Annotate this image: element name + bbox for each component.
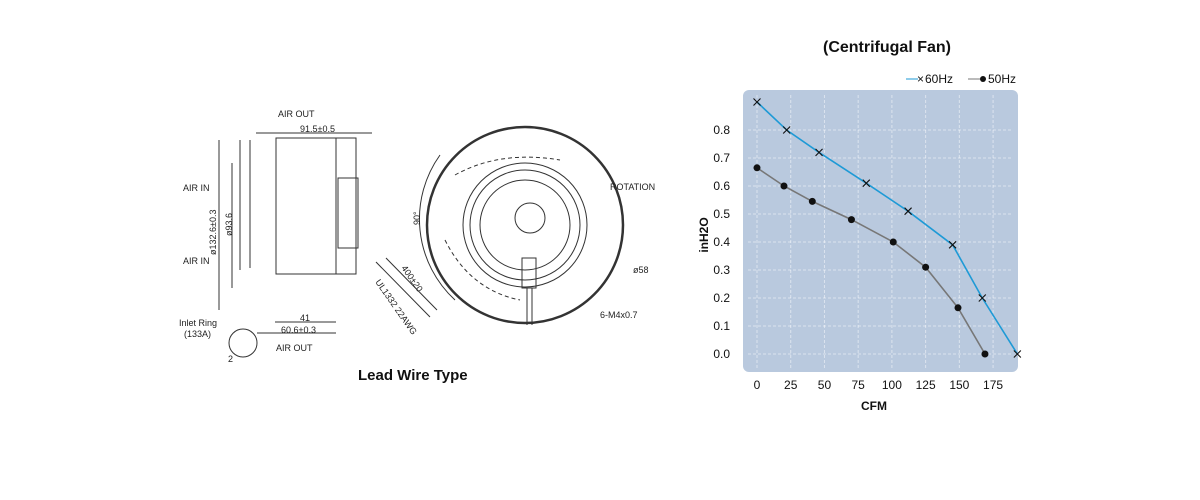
x-tick-label: 0 <box>754 378 761 392</box>
data-point-50Hz <box>954 304 962 312</box>
rotation-label: ROTATION <box>610 182 655 192</box>
data-point-60Hz <box>1013 350 1022 358</box>
data-point-60Hz <box>978 294 987 302</box>
data-point-50Hz <box>922 263 930 271</box>
width-dimension: 91.5±0.5 <box>300 124 335 134</box>
y-tick-label: 0.5 <box>713 207 730 221</box>
y-tick-label: 0.0 <box>713 347 730 361</box>
depth-60-dimension: 60.6±0.3 <box>281 325 316 335</box>
inlet-ring-label: Inlet Ring <box>179 318 217 328</box>
air-in-label-2: AIR IN <box>183 256 210 266</box>
x-tick-label: 25 <box>784 378 798 392</box>
air-out-bottom-label: AIR OUT <box>276 343 313 353</box>
x-tick-label: 50 <box>818 378 832 392</box>
data-point-60Hz <box>862 179 871 188</box>
fan-front-view-drawing <box>418 125 625 325</box>
inner-diameter-dimension: ø93.6 <box>224 213 234 236</box>
y-tick-label: 0.6 <box>713 179 730 193</box>
hub-diameter-dimension: ø58 <box>633 265 649 275</box>
data-point-60Hz <box>815 148 823 157</box>
legend: × 60Hz 50Hz <box>906 72 1016 86</box>
y-ticks: 0.0 0.1 0.2 0.3 0.4 0.5 0.6 0.7 0.8 <box>713 123 730 361</box>
depth-41-dimension: 41 <box>300 313 310 323</box>
data-point-50Hz <box>808 197 816 205</box>
data-point-50Hz <box>753 164 761 172</box>
legend-50hz-marker <box>980 76 986 82</box>
data-point-60Hz <box>782 126 791 134</box>
y-axis-label: inH2O <box>697 217 711 252</box>
x-tick-label: 175 <box>983 378 1003 392</box>
outer-diameter-dimension: ø132.6±0.3 <box>208 210 218 255</box>
grid <box>748 95 1013 368</box>
plot-area <box>743 90 1018 372</box>
y-tick-label: 0.8 <box>713 123 730 137</box>
y-tick-label: 0.3 <box>713 263 730 277</box>
data-point-50Hz <box>889 238 897 246</box>
data-point-60Hz <box>753 98 761 106</box>
legend-50hz-label: 50Hz <box>988 72 1016 86</box>
x-tick-label: 100 <box>882 378 902 392</box>
screws-label: 6-M4x0.7 <box>600 310 638 320</box>
y-tick-label: 0.1 <box>713 319 730 333</box>
air-in-label-1: AIR IN <box>183 183 210 193</box>
x-tick-label: 150 <box>949 378 969 392</box>
y-tick-label: 0.7 <box>713 151 730 165</box>
data-point-50Hz <box>780 182 788 190</box>
x-axis-label: CFM <box>861 399 887 413</box>
fan-side-view-drawing <box>218 132 438 358</box>
x-tick-label: 75 <box>851 378 865 392</box>
angle-dimension: 90° <box>412 211 422 225</box>
x-tick-label: 125 <box>916 378 936 392</box>
data-point-60Hz <box>904 207 912 216</box>
inlet-ring-code: (133A) <box>184 329 211 339</box>
y-tick-label: 0.2 <box>713 291 730 305</box>
y-tick-label: 0.4 <box>713 235 730 249</box>
data-point-60Hz <box>948 240 957 249</box>
x-ticks: 0 25 50 75 100 125 150 175 <box>754 378 1004 392</box>
air-out-top-label: AIR OUT <box>278 109 315 119</box>
data-point-50Hz <box>981 350 989 358</box>
legend-60hz-label: 60Hz <box>925 72 953 86</box>
data-point-50Hz <box>847 216 855 224</box>
series-line-50Hz <box>756 167 986 355</box>
series-line-60Hz <box>756 101 1019 355</box>
drawing-caption: Lead Wire Type <box>358 367 468 384</box>
detail-2-dimension: 2 <box>228 354 233 364</box>
series <box>753 98 1022 358</box>
chart-title: (Centrifugal Fan) <box>823 39 951 56</box>
legend-60hz-marker: × <box>917 72 924 86</box>
